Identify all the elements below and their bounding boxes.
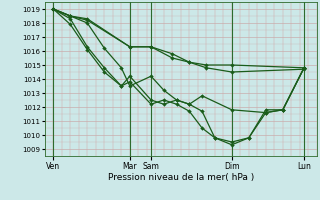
X-axis label: Pression niveau de la mer( hPa ): Pression niveau de la mer( hPa ) (108, 173, 254, 182)
